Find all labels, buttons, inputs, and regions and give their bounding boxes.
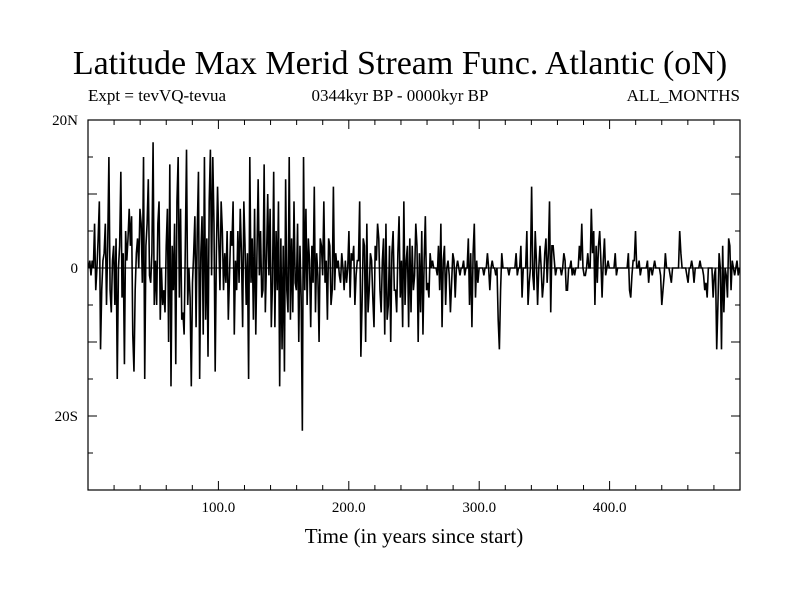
chart-title: Latitude Max Merid Stream Func. Atlantic… (72, 45, 728, 82)
series-line (87, 142, 741, 431)
y-tick-label: 20S (55, 409, 78, 425)
tick-labels: 100.0 200.0 300.0 400.0 20N 0 20S (52, 113, 626, 516)
period-label: 0344kyr BP - 0000kyr BP (311, 86, 489, 105)
y-tick-label: 0 (71, 261, 79, 277)
months-label: ALL_MONTHS (626, 86, 740, 105)
x-tick-label: 400.0 (593, 500, 627, 516)
x-tick-label: 300.0 (462, 500, 496, 516)
plot-area-frame (87, 119, 741, 491)
x-tick-label: 200.0 (332, 500, 366, 516)
x-axis-label: Time (in years since start) (304, 524, 524, 548)
x-tick-label: 100.0 (202, 500, 236, 516)
experiment-label: Expt = tevVQ-tevua (88, 86, 226, 105)
y-tick-label: 20N (52, 113, 78, 129)
